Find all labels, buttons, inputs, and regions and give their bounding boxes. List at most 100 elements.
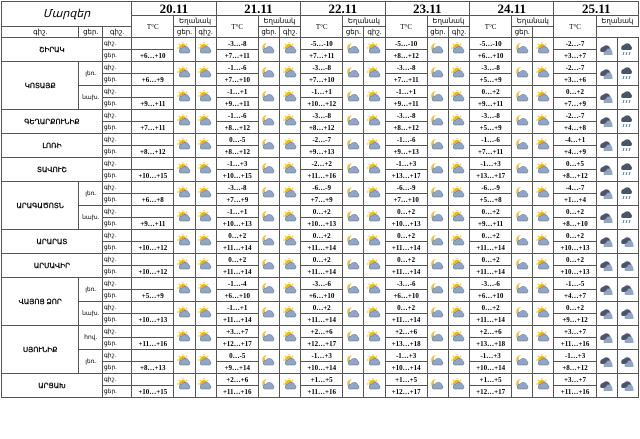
temperature-value: +9…+14 — [215, 361, 259, 374]
temperature-value: +2…+6 — [384, 325, 428, 338]
temperature-value: -1…-6 — [468, 133, 513, 146]
temperature-value — [131, 37, 175, 50]
partly-cloudy-sun-icon — [363, 373, 386, 398]
overcast-cloud-icon — [595, 373, 618, 398]
partly-cloudy-moon-icon — [511, 133, 534, 158]
temperature-value: +4…+9 — [553, 145, 597, 158]
temperature-value: +10…+13 — [384, 217, 428, 230]
temperature-value: +4…+8 — [553, 121, 597, 134]
temperature-value: -1…+3 — [468, 349, 513, 362]
partly-cloudy-sun-icon — [194, 277, 217, 302]
table-row: նախ. գիշ. -1…+1 -1…+1 -1…+1 0…+2 0…+2 — [2, 85, 640, 110]
overcast-cloud-icon — [616, 229, 640, 254]
temperature-value: +9…+11 — [131, 97, 175, 110]
temperature-value: +1…+5 — [384, 373, 428, 386]
partly-cloudy-sun-icon — [363, 157, 386, 182]
period-label: ցեր. — [101, 145, 133, 158]
temperature-value: +11…+16 — [131, 337, 175, 350]
temp-col-header: T°C — [468, 15, 513, 38]
table-row: նախ. գիշ. -1…+1 0…+2 0…+2 0…+2 0…+2 — [2, 205, 640, 230]
temperature-value: +11…+14 — [300, 265, 344, 278]
partly-cloudy-sun-icon — [173, 205, 196, 230]
partly-cloudy-moon-icon — [257, 85, 280, 110]
partly-cloudy-sun-icon — [194, 133, 217, 158]
temperature-value: +9…+11 — [215, 97, 259, 110]
partly-cloudy-moon-icon — [342, 373, 365, 398]
partly-cloudy-sun-icon — [363, 61, 386, 86]
temperature-value: +1…+5 — [300, 373, 344, 386]
partly-cloudy-sun-icon — [363, 109, 386, 134]
period-night-header: գիշ. — [101, 26, 133, 38]
temperature-value: +10…+14 — [384, 361, 428, 374]
partly-cloudy-sun-icon — [173, 373, 196, 398]
partly-cloudy-sun-icon — [447, 37, 470, 62]
partly-cloudy-sun-icon — [173, 85, 196, 110]
temperature-value: +3…+7 — [215, 325, 259, 338]
period-night-header: գիշ. — [278, 26, 302, 38]
partly-cloudy-sun-icon — [363, 349, 386, 374]
partly-cloudy-moon-icon — [511, 253, 534, 278]
table-row: ՎԱՅՈՑ ՁՈՐ լեռ. գիշ. -1…-4 -3…-6 -3…-6 -3…-6 -1…… — [0, 277, 640, 326]
period-day-header: ցեր. — [342, 26, 365, 38]
partly-cloudy-sun-icon — [532, 205, 555, 230]
partly-cloudy-sun-icon — [173, 37, 196, 62]
sub-region-label: լեռ. — [78, 61, 103, 86]
partly-cloudy-moon-icon — [342, 325, 365, 350]
period-night-header: գիշ. — [0, 26, 80, 38]
partly-cloudy-moon-icon — [342, 61, 365, 86]
partly-cloudy-sun-icon — [278, 85, 302, 110]
temperature-value: -1…+1 — [300, 85, 344, 98]
table-row: ցեր. +10…+15 +11…+16 +11…+16 +12…+17 +12…+17 +… — [2, 385, 639, 398]
temperature-value: 0…+2 — [215, 253, 259, 266]
overcast-cloud-icon — [595, 133, 618, 158]
sub-region-label: լեռ. — [78, 277, 103, 302]
temperature-value: -1…-4 — [215, 277, 259, 290]
temperature-value: -1…+3 — [384, 157, 428, 170]
temperature-value: -3…-8 — [300, 109, 344, 122]
temperature-value: +9…+11 — [468, 97, 513, 110]
overcast-cloud-icon — [616, 349, 640, 374]
temperature-value: +11…+14 — [468, 265, 513, 278]
temperature-value — [131, 181, 175, 194]
date-header: 25.11 — [553, 1, 639, 16]
partly-cloudy-moon-icon — [426, 253, 449, 278]
weather-col-header: Եղանակ — [426, 15, 470, 27]
table-row: լեռ. գիշ. 0…-5 -1…+3 -1…+3 -1…+3 -1…+3 — [2, 349, 640, 374]
temperature-value: 0…+2 — [468, 253, 513, 266]
period-label: գիշ. — [101, 301, 133, 314]
period-label: ցեր. — [101, 241, 133, 254]
partly-cloudy-moon-icon — [257, 157, 280, 182]
partly-cloudy-moon-icon — [342, 181, 365, 206]
temperature-value — [131, 61, 175, 74]
table-row: ցեր. +8…+13 +9…+14 +10…+14 +10…+14 +10…+14 +8…… — [2, 361, 639, 374]
partly-cloudy-sun-icon — [363, 85, 386, 110]
overcast-cloud-icon — [595, 181, 618, 206]
temperature-value: +9…+11 — [384, 97, 428, 110]
temperature-value: -3…-6 — [300, 277, 344, 290]
temperature-value: +6…+10 — [215, 289, 259, 302]
partly-cloudy-moon-icon — [511, 205, 534, 230]
partly-cloudy-sun-icon — [447, 205, 470, 230]
temperature-value: +12…+17 — [468, 385, 513, 398]
temperature-value: +1…+5 — [468, 373, 513, 386]
temperature-value: -1…-6 — [215, 109, 259, 122]
table-row: նախ. գիշ. -1…+1 0…+2 0…+2 0…+2 0…+2 — [2, 301, 640, 326]
partly-cloudy-sun-icon — [363, 181, 386, 206]
partly-cloudy-sun-icon — [447, 253, 470, 278]
partly-cloudy-sun-icon — [532, 229, 555, 254]
period-label: ցեր. — [101, 97, 133, 110]
temperature-value: +12…+17 — [215, 337, 259, 350]
temperature-value: +2…+6 — [215, 373, 259, 386]
temperature-value: +6…+8 — [131, 193, 175, 206]
table-row: ՇԻՐԱԿ գիշ. -3…-8 -5…-10 -5…-10 -5…-10 -2…-7 — [1, 37, 640, 62]
period-label: գիշ. — [101, 277, 133, 290]
partly-cloudy-sun-icon — [278, 37, 302, 62]
overcast-cloud-icon — [595, 229, 618, 254]
partly-cloudy-moon-icon — [342, 253, 365, 278]
partly-cloudy-sun-icon — [278, 133, 302, 158]
period-label: ցեր. — [101, 193, 133, 206]
temperature-value: +13…+18 — [384, 337, 428, 350]
temperature-value: +11…+14 — [384, 313, 428, 326]
temperature-value: +2…+6 — [468, 325, 513, 338]
temperature-value: +5…+9 — [468, 121, 513, 134]
